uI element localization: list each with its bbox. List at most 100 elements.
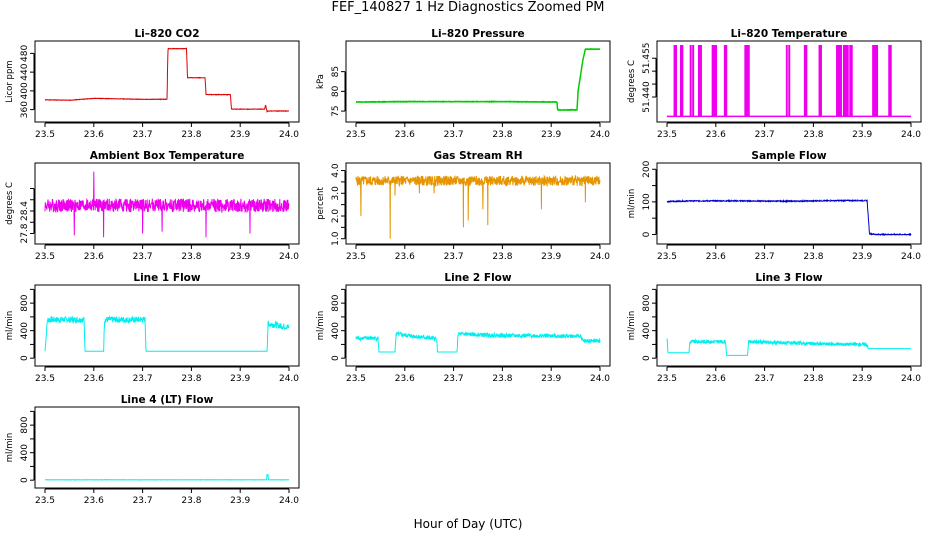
x-tick-label: 23.6 [395,374,415,384]
y-axis-label: degrees C [5,182,15,225]
panel-title: Li–820 CO2 [134,28,199,40]
series-line [355,174,601,239]
x-tick-label: 24.0 [279,374,299,384]
plot-frame [656,284,922,367]
x-tick-label: 23.7 [444,374,464,384]
chart-panel-9: Line 3 Flow 23.5 23.6 23.7 23.8 23.9 24.0 0 400 8… [627,272,922,384]
y-tick-label: 800 [331,294,341,311]
series-line [44,473,289,481]
plot-frame [345,162,611,245]
panel-title: Line 3 Flow [755,272,822,284]
y-axis-label: kPa [316,74,326,89]
plot-frame [656,40,922,123]
y-axis-label: ml/min [627,311,637,341]
y-tick-label: 75 [331,105,341,116]
y-tick-label: 400 [20,82,30,99]
y-tick-label: 400 [331,322,341,339]
x-tick-label: 23.8 [492,374,512,384]
y-tick-label: 0 [642,355,652,361]
chart-panel-6: Sample Flow 23.5 23.6 23.7 23.8 23.9 24.0 0 100 2… [627,150,922,262]
y-axis-label: degrees C [627,60,637,103]
x-tick-label: 23.5 [346,130,366,140]
x-tick-label: 23.6 [84,252,104,262]
panel-title: Line 4 (LT) Flow [121,394,214,406]
x-tick-label: 23.9 [852,374,872,384]
x-tick-label: 23.5 [35,130,55,140]
x-tick-label: 23.7 [755,130,775,140]
x-tick-label: 23.5 [346,252,366,262]
x-tick-label: 23.9 [852,130,872,140]
x-tick-label: 23.9 [541,374,561,384]
y-axis-label: percent [316,187,326,220]
panel-title: Line 1 Flow [133,272,200,284]
x-tick-label: 24.0 [901,374,921,384]
x-tick-label: 23.5 [35,374,55,384]
x-tick-label: 23.9 [230,130,250,140]
x-tick-label: 23.6 [706,130,726,140]
figure-title: FEF_140827 1 Hz Diagnostics Zoomed PM [331,0,605,15]
x-tick-label: 23.6 [395,252,415,262]
chart-panel-10: Line 4 (LT) Flow 23.5 23.6 23.7 23.8 23.9 24.0… [5,394,300,506]
x-tick-label: 23.7 [133,252,153,262]
chart-panel-2: Li–820 Pressure 23.5 23.6 23.7 23.8 23.9 24.0 7… [316,28,611,140]
x-tick-label: 24.0 [901,252,921,262]
x-tick-label: 23.6 [84,130,104,140]
y-tick-label: 440 [20,63,30,80]
chart-panel-1: Li–820 CO2 23.5 23.6 23.7 23.8 23.9 24.0 360 400… [5,28,300,140]
x-tick-label: 23.8 [803,252,823,262]
y-tick-label: 28.4 [20,201,30,221]
chart-panel-5: Gas Stream RH 23.5 23.6 23.7 23.8 23.9 24.0 1.0… [316,150,611,262]
x-tick-label: 23.8 [803,374,823,384]
panel-title: Gas Stream RH [433,150,522,162]
x-tick-label: 23.9 [230,252,250,262]
x-tick-label: 23.6 [706,374,726,384]
x-tick-label: 23.8 [181,252,201,262]
x-tick-label: 24.0 [279,130,299,140]
y-tick-label: 51.440 [642,81,652,113]
y-axis-label: ml/min [5,311,15,341]
x-tick-label: 23.9 [230,496,250,506]
x-tick-label: 24.0 [590,252,610,262]
x-tick-label: 23.9 [230,374,250,384]
plot-frame [34,284,300,367]
plot-frame [34,162,300,245]
x-tick-label: 23.5 [35,252,55,262]
y-axis-label: Licor ppm [5,60,15,102]
plot-frame [34,406,300,489]
y-tick-label: 27.8 [20,223,30,243]
x-tick-label: 23.5 [657,130,677,140]
y-tick-label: 400 [20,322,30,339]
series-line [355,47,601,112]
x-tick-label: 23.6 [706,252,726,262]
x-tick-label: 24.0 [590,130,610,140]
y-axis-label: ml/min [5,433,15,463]
panel-title: Line 2 Flow [444,272,511,284]
x-tick-label: 23.8 [181,130,201,140]
x-tick-label: 24.0 [279,252,299,262]
x-tick-label: 23.9 [541,252,561,262]
x-tick-label: 23.7 [133,496,153,506]
x-tick-label: 23.6 [84,374,104,384]
y-tick-label: 3.0 [331,186,341,201]
y-tick-label: 1.0 [331,231,341,246]
plot-frame [345,40,611,123]
y-tick-label: 51.455 [642,42,652,74]
y-axis-label: ml/min [627,189,637,219]
y-tick-label: 0 [20,355,30,361]
plot-frame [34,40,300,123]
chart-panel-4: Ambient Box Temperature 23.5 23.6 23.7 23.8 2… [5,150,300,262]
y-axis-label: ml/min [316,311,326,341]
panel-title: Sample Flow [751,150,826,162]
x-tick-label: 23.5 [657,252,677,262]
y-tick-label: 360 [20,101,30,118]
x-tick-label: 23.7 [133,130,153,140]
y-tick-label: 100 [642,193,652,210]
x-tick-label: 23.5 [657,374,677,384]
x-tick-label: 24.0 [901,130,921,140]
x-tick-label: 23.8 [492,252,512,262]
y-tick-label: 0 [20,477,30,483]
x-tick-label: 24.0 [279,496,299,506]
x-tick-label: 23.8 [492,130,512,140]
